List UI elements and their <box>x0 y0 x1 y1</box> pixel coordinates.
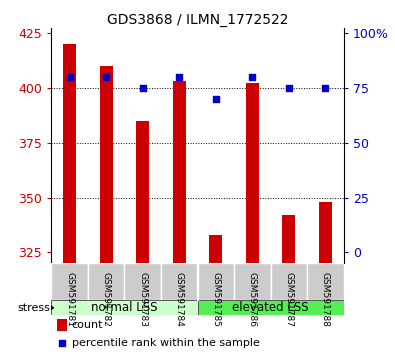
Text: percentile rank within the sample: percentile rank within the sample <box>72 338 260 348</box>
Text: normal LSS: normal LSS <box>91 301 158 314</box>
Bar <box>57 319 68 331</box>
Point <box>66 74 73 80</box>
Bar <box>161 263 198 301</box>
Text: count: count <box>72 320 103 330</box>
Bar <box>100 66 113 263</box>
Point <box>59 340 66 346</box>
Bar <box>282 215 295 263</box>
Bar <box>173 81 186 263</box>
Bar <box>307 263 344 301</box>
Polygon shape <box>51 306 54 310</box>
Bar <box>51 263 88 301</box>
Text: GSM591788: GSM591788 <box>321 272 330 327</box>
Text: GSM591787: GSM591787 <box>284 272 293 327</box>
Text: GSM591786: GSM591786 <box>248 272 257 327</box>
Text: stress: stress <box>18 303 51 313</box>
Point <box>322 85 329 91</box>
Text: elevated LSS: elevated LSS <box>232 301 309 314</box>
Bar <box>319 202 332 263</box>
Text: GSM591781: GSM591781 <box>65 272 74 327</box>
Point <box>249 74 256 80</box>
Bar <box>124 263 161 301</box>
Text: GSM591785: GSM591785 <box>211 272 220 327</box>
Title: GDS3868 / ILMN_1772522: GDS3868 / ILMN_1772522 <box>107 13 288 27</box>
Bar <box>136 121 149 263</box>
Bar <box>88 263 124 301</box>
Text: GSM591782: GSM591782 <box>102 272 111 327</box>
Bar <box>51 301 198 315</box>
Point <box>139 85 146 91</box>
Bar <box>271 263 307 301</box>
Point <box>286 85 292 91</box>
Point <box>103 74 109 80</box>
Bar <box>198 263 234 301</box>
Point <box>176 74 182 80</box>
Text: GSM591783: GSM591783 <box>138 272 147 327</box>
Bar <box>63 44 76 263</box>
Bar <box>209 235 222 263</box>
Point <box>213 96 219 102</box>
Bar <box>246 83 259 263</box>
Text: GSM591784: GSM591784 <box>175 272 184 327</box>
Bar <box>198 301 344 315</box>
Bar <box>234 263 271 301</box>
